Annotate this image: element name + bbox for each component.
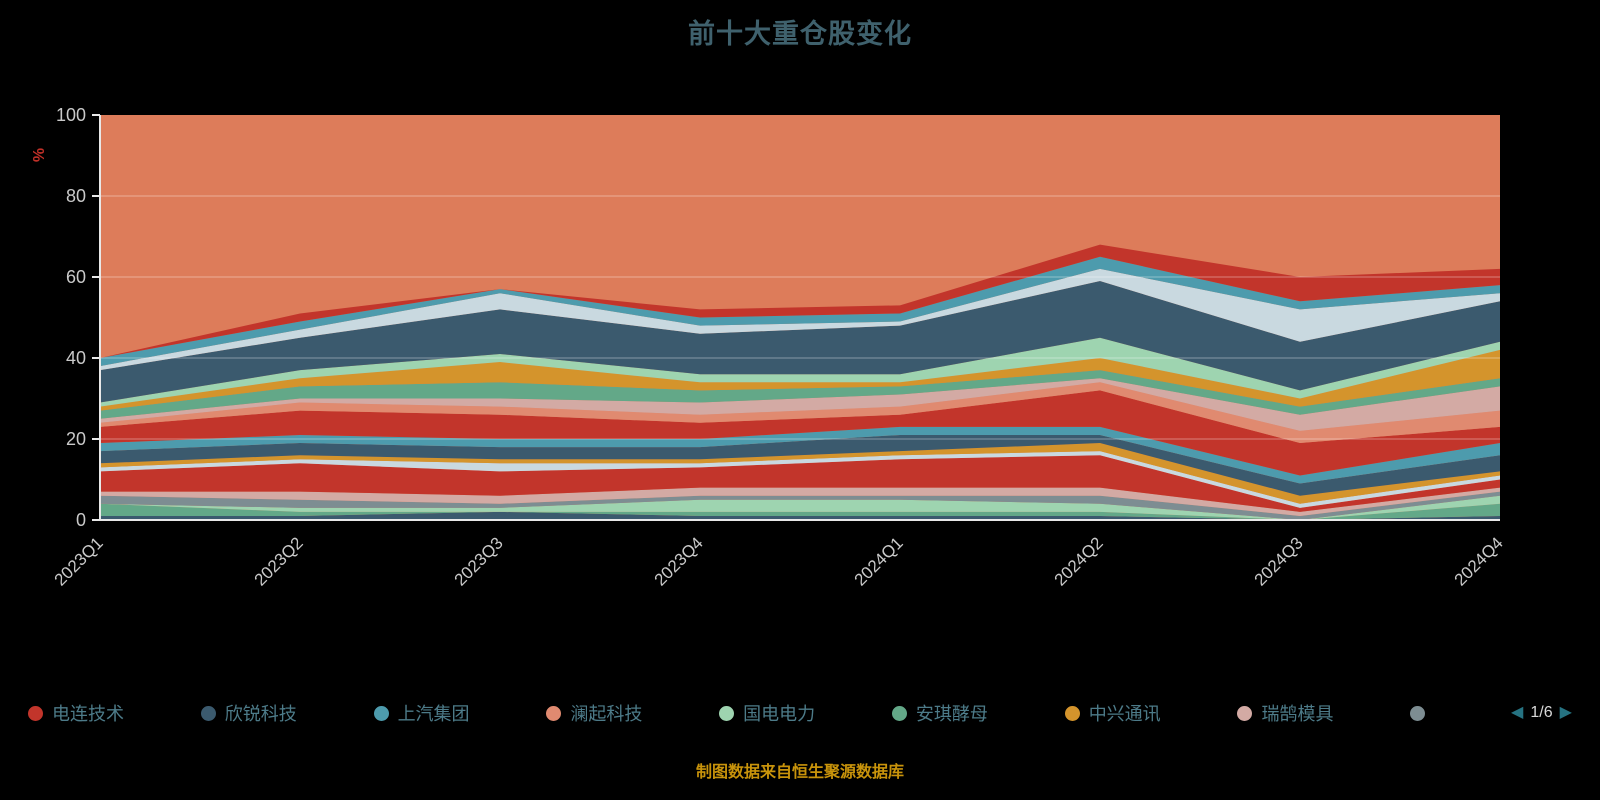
legend: 电连技术 欣锐科技 上汽集团 澜起科技 国电电力 安琪酵母 中兴通讯 瑞鹄模具 ◀ 1/6 ▶ — [28, 700, 1572, 726]
series-band-17 — [100, 268, 1500, 371]
x-tick-label: 2024Q1 — [851, 533, 907, 589]
x-tick-label: 2024Q2 — [1051, 533, 1107, 589]
series-band-5 — [100, 455, 1500, 512]
series-band-瑞鹄模具 — [100, 378, 1500, 431]
y-tick-label: 60 — [66, 267, 86, 287]
series-band-18 — [100, 256, 1500, 367]
legend-item-上汽集团[interactable]: 上汽集团 — [373, 700, 470, 726]
legend-dot — [28, 705, 43, 721]
legend-pagination: ◀ 1/6 ▶ — [1511, 704, 1572, 722]
y-axis-label: % — [31, 148, 48, 162]
legend-item-电连技术[interactable]: 电连技术 — [28, 700, 124, 726]
legend-item-澜起科技[interactable]: 澜起科技 — [546, 700, 642, 726]
series-band-上汽集团 — [100, 426, 1500, 484]
series-band-澜起科技 — [100, 382, 1500, 444]
legend-label: 澜起科技 — [570, 704, 643, 724]
legend-label: 电连技术 — [52, 704, 124, 724]
page-title: 前十大重仓股变化 — [688, 19, 912, 49]
x-tick-label: 2023Q1 — [51, 533, 107, 589]
legend-dot — [373, 705, 389, 721]
series-band-中兴通讯 — [100, 349, 1500, 411]
legend-dot — [1237, 705, 1253, 721]
y-tick-label: 80 — [66, 186, 86, 206]
legend-label: 欣锐科技 — [224, 704, 297, 724]
series-band-电连技术 — [100, 390, 1500, 476]
legend-prev-page-icon[interactable]: ◀ — [1511, 704, 1524, 721]
legend-dot — [200, 705, 216, 721]
series-band-4 — [100, 487, 1500, 516]
x-tick-label: 2024Q4 — [1451, 533, 1507, 589]
legend-item-中兴通讯[interactable]: 中兴通讯 — [1064, 700, 1161, 726]
legend-item-瑞鹄模具[interactable]: 瑞鹄模具 — [1237, 700, 1333, 726]
legend-label: 安琪酵母 — [915, 704, 988, 724]
legend-item-欣锐科技[interactable]: 欣锐科技 — [200, 700, 297, 726]
legend-label: 上汽集团 — [397, 704, 470, 724]
series-band-8 — [100, 434, 1500, 496]
legend-item[interactable] — [1410, 705, 1434, 721]
legend-page-indicator: 1/6 — [1530, 704, 1553, 721]
stacked-area-chart: 0 20 40 60 80 100% 2023Q1 2023Q2 2023Q3 2023Q4 202… — [31, 105, 1507, 590]
legend-item-国电电力[interactable]: 国电电力 — [719, 700, 815, 726]
series-band-6 — [100, 451, 1500, 508]
y-tick-label: 0 — [76, 510, 86, 530]
y-tick-label: 20 — [66, 429, 86, 449]
legend-dot — [1064, 705, 1080, 721]
legend-label: 瑞鹄模具 — [1261, 704, 1334, 724]
legend-dot — [891, 705, 907, 721]
x-tick-label: 2023Q4 — [651, 533, 707, 589]
series-band-安琪酵母 — [100, 370, 1500, 419]
series-band-3 — [100, 491, 1500, 520]
legend-dot — [546, 705, 562, 721]
series-band-2 — [100, 495, 1500, 520]
legend-label: 国电电力 — [743, 704, 816, 724]
series-band-7 — [100, 443, 1500, 504]
legend-item-安琪酵母[interactable]: 安琪酵母 — [891, 700, 988, 726]
legend-next-page-icon[interactable]: ▶ — [1559, 704, 1572, 721]
x-tick-label: 2024Q3 — [1251, 533, 1307, 589]
y-tick-label: 40 — [66, 348, 86, 368]
series-band-国电电力 — [100, 337, 1500, 407]
legend-label: 中兴通讯 — [1088, 704, 1161, 724]
legend-dot — [719, 705, 735, 721]
y-tick-label: 100 — [56, 105, 86, 125]
x-tick-label: 2023Q3 — [451, 533, 507, 589]
footer-source-note: 制图数据来自恒生聚源数据库 — [695, 764, 904, 781]
series-band-欣锐科技 — [100, 281, 1500, 403]
x-tick-label: 2023Q2 — [251, 533, 307, 589]
legend-dot — [1410, 705, 1426, 721]
